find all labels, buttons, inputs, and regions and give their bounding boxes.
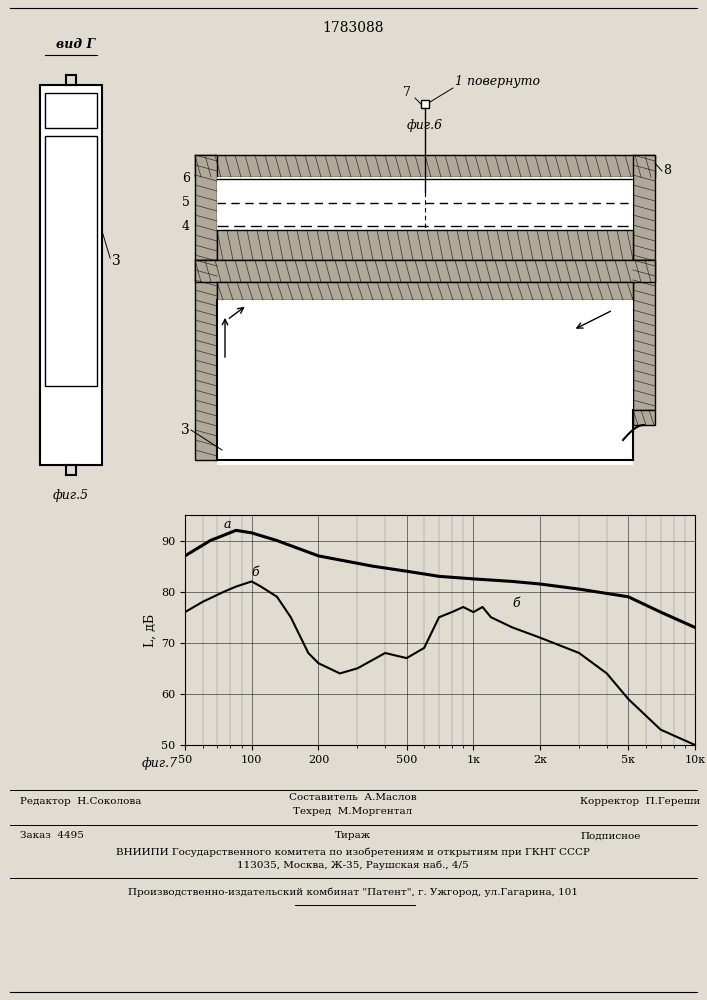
Bar xyxy=(217,300,633,465)
Bar xyxy=(45,93,97,128)
Bar xyxy=(195,260,655,282)
Text: б: б xyxy=(252,566,259,579)
Text: ВНИИПИ Государственного комитета по изобретениям и открытиям при ГКНТ СССР: ВНИИПИ Государственного комитета по изоб… xyxy=(116,847,590,857)
Text: фиг.6: фиг.6 xyxy=(407,118,443,131)
Bar xyxy=(633,155,655,260)
Text: б: б xyxy=(513,597,520,610)
Text: вид Г: вид Г xyxy=(57,38,95,51)
Bar xyxy=(45,136,97,386)
Bar xyxy=(217,177,633,230)
Text: 113035, Москва, Ж-35, Раушская наб., 4/5: 113035, Москва, Ж-35, Раушская наб., 4/5 xyxy=(237,860,469,870)
Text: 1 повернуто: 1 повернуто xyxy=(455,76,540,89)
Bar xyxy=(217,230,633,260)
Text: а: а xyxy=(224,518,231,531)
Text: 5: 5 xyxy=(182,196,190,210)
Bar xyxy=(633,410,655,425)
Text: Подписное: Подписное xyxy=(580,832,641,840)
Bar xyxy=(195,260,217,460)
Bar xyxy=(40,85,102,465)
Text: 7: 7 xyxy=(403,86,411,99)
Text: Заказ  4495: Заказ 4495 xyxy=(20,832,84,840)
Text: 3: 3 xyxy=(181,423,190,437)
Text: 1783088: 1783088 xyxy=(322,21,384,35)
Bar xyxy=(633,260,655,410)
Text: фиг.5: фиг.5 xyxy=(53,488,89,502)
Text: Редактор  Н.Соколова: Редактор Н.Соколова xyxy=(20,798,141,806)
Text: Тираж: Тираж xyxy=(335,832,371,840)
Text: фиг.7: фиг.7 xyxy=(142,756,178,770)
Text: Техред  М.Моргентал: Техред М.Моргентал xyxy=(293,808,413,816)
Bar xyxy=(217,282,633,300)
Text: 6: 6 xyxy=(182,172,190,186)
Text: Производственно-издательский комбинат "Патент", г. Ужгород, ул.Гагарина, 101: Производственно-издательский комбинат "П… xyxy=(128,887,578,897)
Text: 8: 8 xyxy=(663,163,671,176)
Text: 4: 4 xyxy=(182,220,190,232)
Bar xyxy=(421,100,429,108)
Text: Корректор  П.Гереши: Корректор П.Гереши xyxy=(580,798,700,806)
Text: 3: 3 xyxy=(112,254,121,268)
Text: Составитель  А.Маслов: Составитель А.Маслов xyxy=(289,794,417,802)
Bar xyxy=(195,155,217,260)
Bar xyxy=(195,155,655,177)
Y-axis label: L, дБ: L, дБ xyxy=(144,613,157,647)
